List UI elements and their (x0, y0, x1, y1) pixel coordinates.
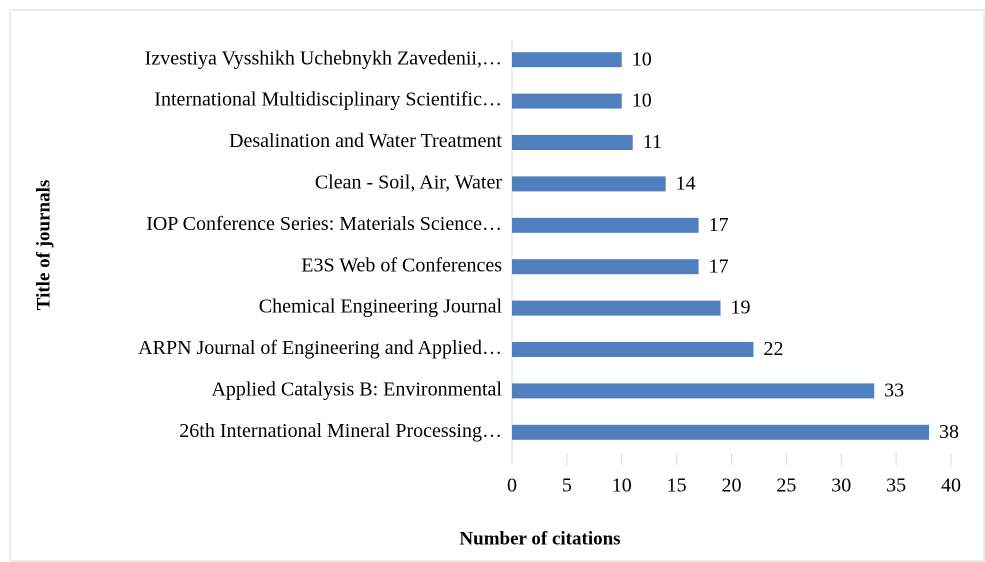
y-tick-label: Chemical Engineering Journal (259, 296, 503, 318)
y-tick-label: Desalination and Water Treatment (229, 130, 502, 152)
data-label: 33 (884, 379, 904, 401)
x-tick-label: 0 (507, 475, 517, 497)
x-tick-label: 20 (722, 475, 742, 497)
bar (512, 93, 622, 109)
x-axis-title: Number of citations (459, 528, 620, 549)
bar (512, 176, 666, 192)
bar (512, 424, 930, 440)
data-label: 17 (709, 255, 729, 277)
y-axis-title: Title of journals (33, 180, 54, 311)
x-tick-label: 15 (667, 475, 687, 497)
bar (512, 259, 699, 275)
x-tick-label: 10 (612, 475, 632, 497)
x-tick-label: 25 (776, 475, 796, 497)
data-label: 14 (676, 172, 696, 194)
x-tick-label: 5 (562, 475, 572, 497)
data-label: 19 (731, 297, 751, 319)
bar (512, 300, 721, 316)
bar (512, 217, 699, 233)
bar (512, 52, 622, 68)
y-tick-label: International Multidisciplinary Scientif… (154, 89, 502, 111)
x-tick-label: 40 (941, 475, 961, 497)
data-label: 17 (709, 214, 729, 236)
y-tick-label: ARPN Journal of Engineering and Applied… (138, 337, 502, 359)
data-label: 10 (632, 90, 652, 112)
data-label: 22 (763, 338, 783, 360)
bar (512, 342, 754, 357)
y-tick-label: E3S Web of Conferences (301, 254, 502, 276)
y-tick-label: IOP Conference Series: Materials Science… (146, 213, 502, 235)
bar (512, 135, 633, 150)
y-tick-label: Applied Catalysis B: Environmental (211, 378, 502, 400)
data-label: 11 (643, 131, 662, 153)
y-tick-label: 26th International Mineral Processing… (179, 420, 502, 442)
y-tick-label: Izvestiya Vysshikh Uchebnykh Zavedenii,… (145, 47, 502, 69)
bar (512, 383, 875, 399)
data-label: 10 (632, 48, 652, 70)
chart-border (9, 9, 985, 562)
data-label: 38 (939, 421, 959, 443)
y-tick-label: Clean - Soil, Air, Water (315, 171, 503, 193)
x-tick-label: 35 (886, 475, 906, 497)
x-tick-label: 30 (831, 475, 851, 497)
